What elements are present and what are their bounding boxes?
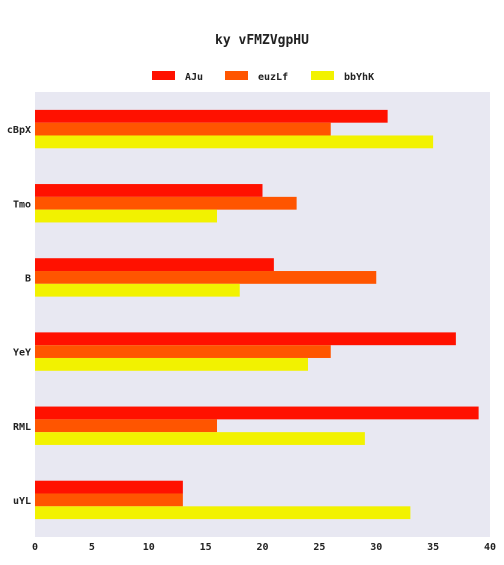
bar-aju-tmo [35, 184, 263, 197]
bar-euzlf-yey [35, 345, 331, 358]
legend: AJu euzLf bbYhK [152, 71, 374, 83]
y-tick-label-tmo: Tmo [13, 199, 31, 210]
x-tick-label-10: 10 [143, 542, 155, 553]
legend-swatch-aju [152, 71, 175, 80]
bar-aju-rml [35, 406, 479, 420]
y-tick-label-uyl: uYL [13, 496, 31, 507]
y-axis: cBpX Tmo B YeY RML uYL [7, 125, 31, 507]
x-tick-label-30: 30 [370, 542, 382, 553]
x-axis: 0 5 10 15 20 25 30 35 40 [32, 542, 496, 553]
legend-label-euzlf: euzLf [258, 72, 288, 83]
y-tick-label-cbpx: cBpX [7, 125, 31, 136]
x-tick-label-0: 0 [32, 542, 38, 553]
bar-euzlf-uyl [35, 493, 183, 507]
bar-bbyhk-uyl [35, 506, 411, 520]
bar-bbyhk-cbpx [35, 135, 434, 149]
legend-swatch-euzlf [225, 71, 248, 80]
bar-aju-cbpx [35, 109, 388, 123]
bar-aju-uyl [35, 480, 183, 494]
legend-label-bbyhk: bbYhK [344, 72, 374, 83]
bar-aju-b [35, 258, 274, 272]
bar-bbyhk-yey [35, 357, 308, 371]
bar-euzlf-cbpx [35, 122, 331, 136]
plot-area [35, 92, 490, 537]
legend-swatch-bbyhk [311, 71, 334, 80]
bar-euzlf-rml [35, 419, 217, 433]
bar-aju-yey [35, 332, 456, 346]
bar-bbyhk-tmo [35, 209, 217, 223]
x-tick-label-35: 35 [427, 542, 439, 553]
x-tick-label-20: 20 [256, 542, 268, 553]
x-tick-label-25: 25 [313, 542, 325, 553]
bars-group [35, 109, 479, 520]
bar-euzlf-tmo [35, 196, 297, 210]
bar-euzlf-b [35, 271, 377, 284]
x-tick-label-40: 40 [484, 542, 496, 553]
chart-title: ky vFMZVgpHU [215, 33, 309, 48]
x-tick-label-15: 15 [200, 542, 212, 553]
bar-bbyhk-b [35, 283, 240, 297]
bar-bbyhk-rml [35, 432, 365, 445]
legend-label-aju: AJu [185, 72, 203, 83]
y-tick-label-rml: RML [13, 422, 31, 433]
y-tick-label-yey: YeY [13, 348, 31, 359]
y-tick-label-b: B [25, 273, 31, 284]
x-tick-label-5: 5 [89, 542, 95, 553]
